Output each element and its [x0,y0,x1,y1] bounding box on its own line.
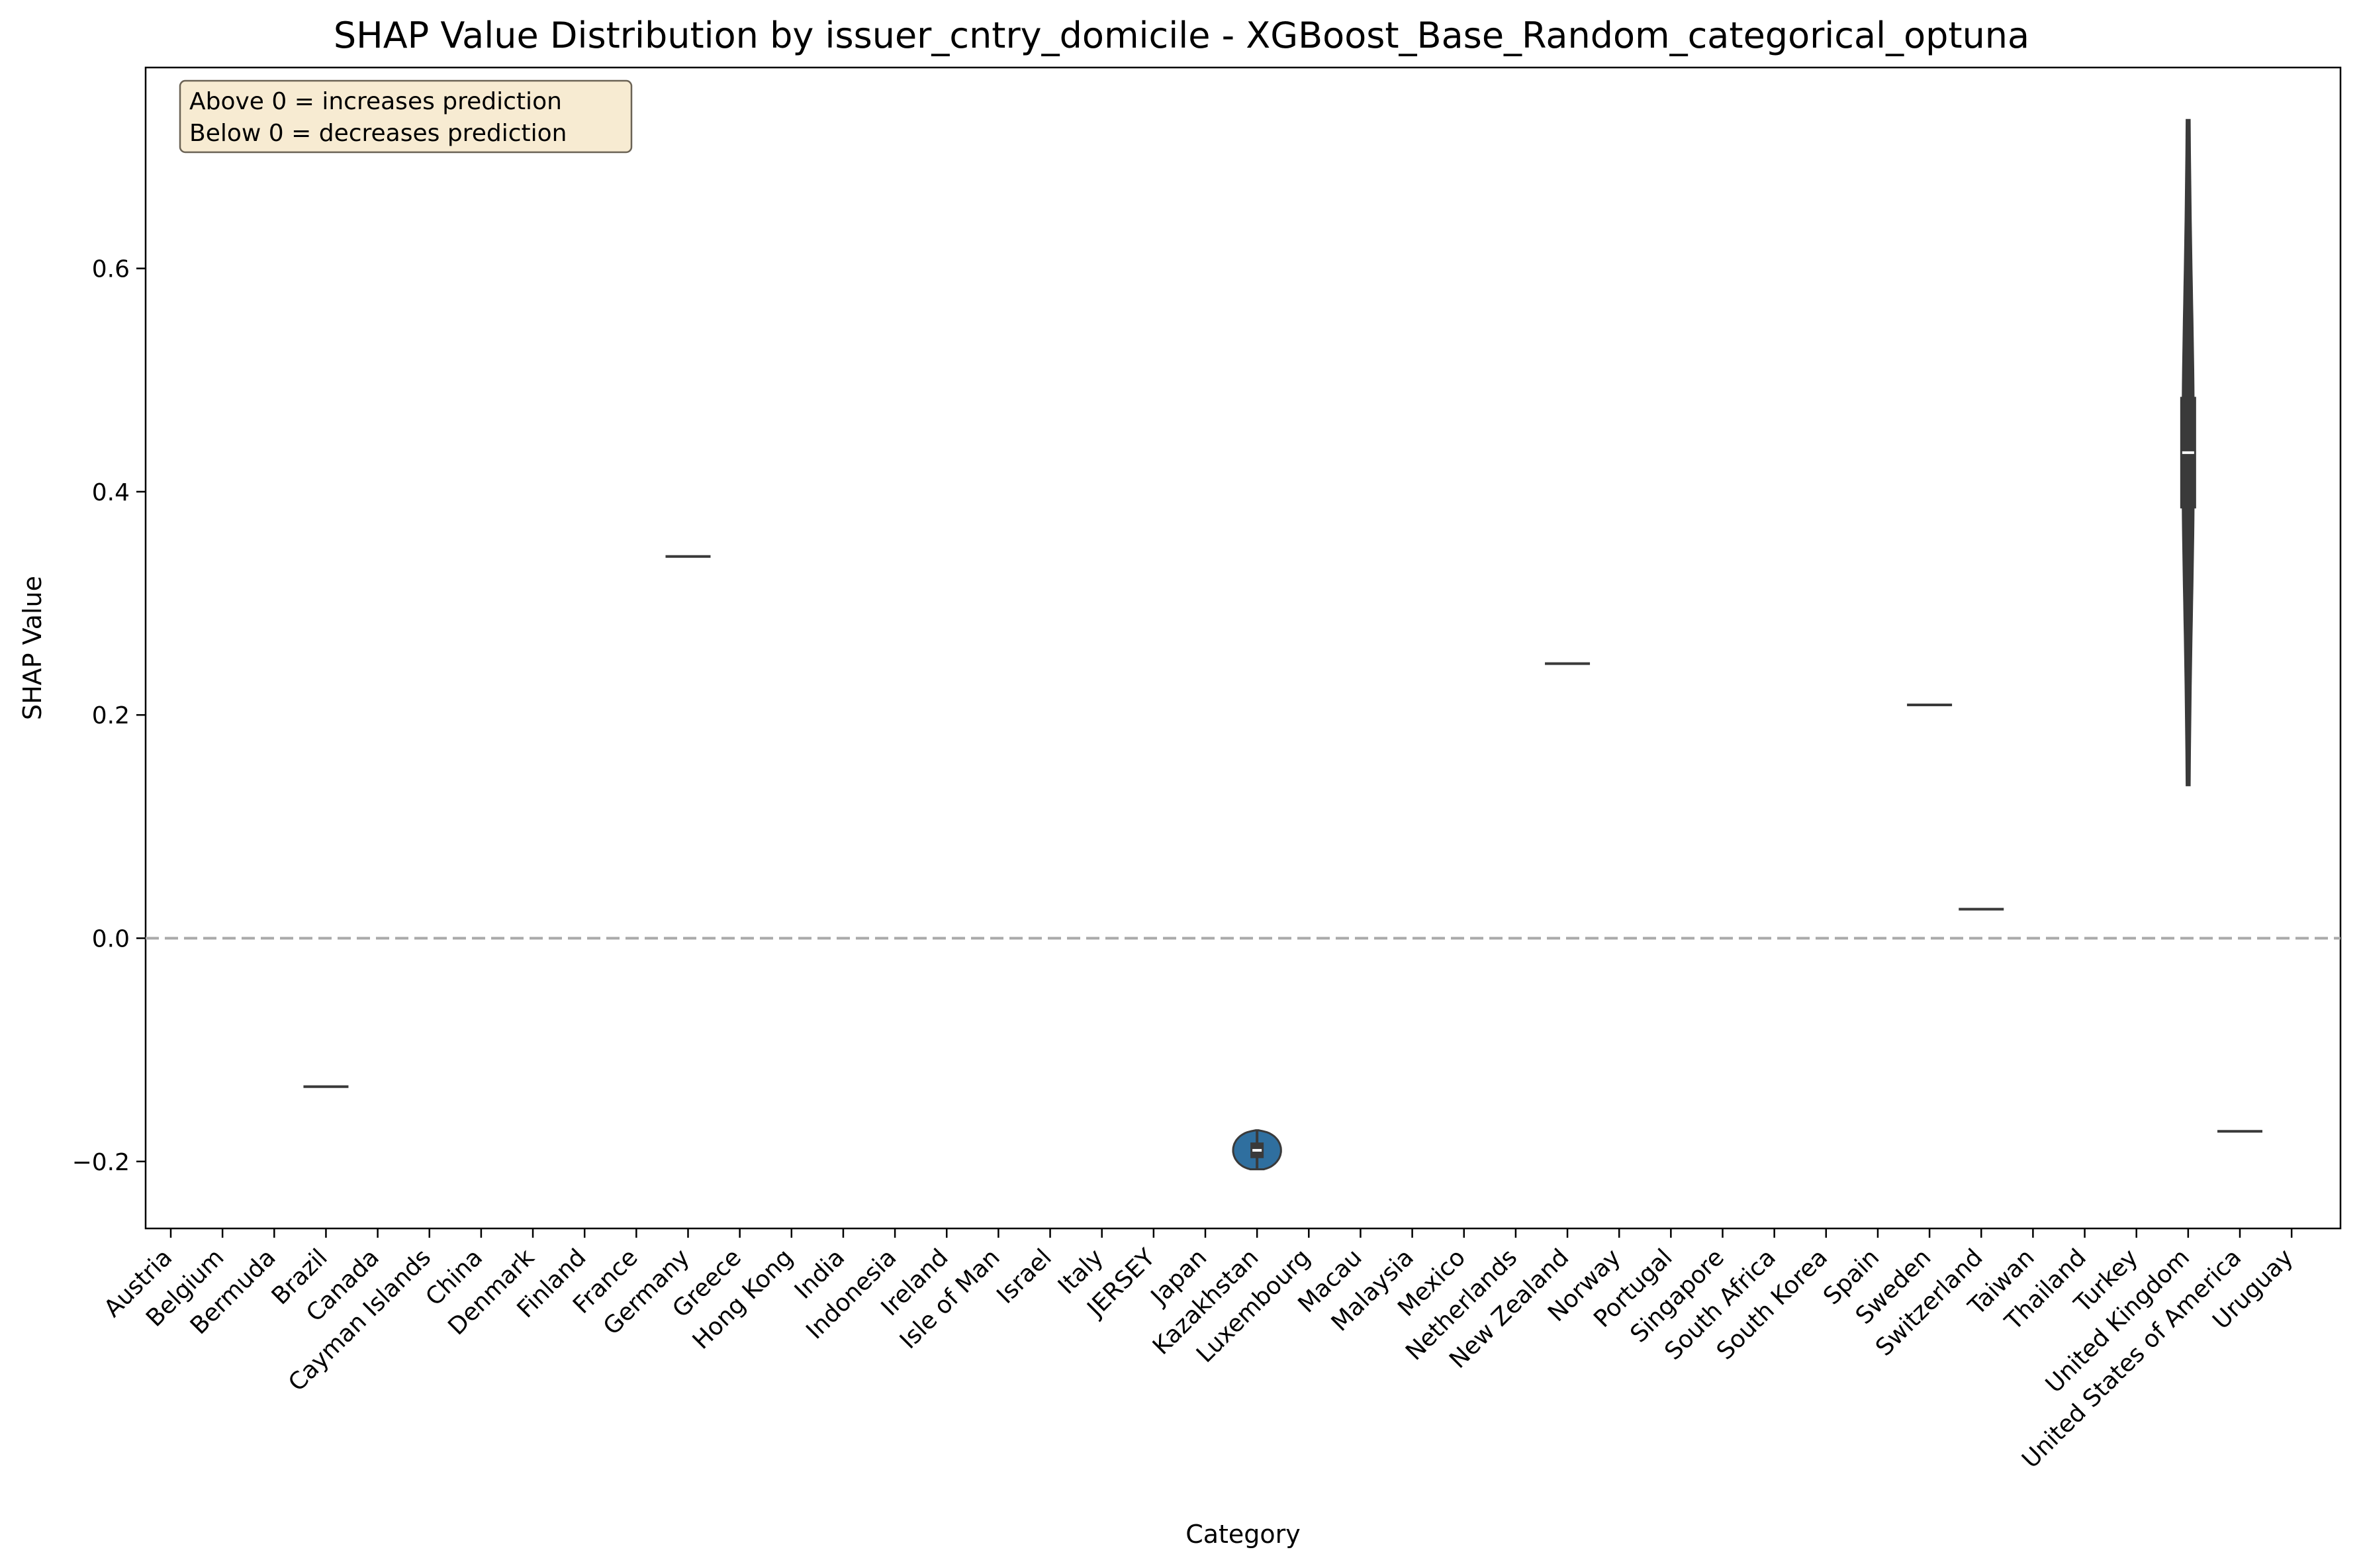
violin-kazakhstan [1232,1129,1282,1171]
annotation-background [179,79,633,154]
violin-united-kingdom [2180,118,2196,786]
y-tick-label: 0.0 [92,926,130,953]
y-tick-label: 0.4 [92,479,130,506]
x-axis-label: Category [1185,1520,1301,1549]
plot-frame [144,66,2342,1230]
y-tick-label: −0.2 [72,1149,130,1176]
violin-marks [303,118,2262,1171]
x-axis: AustriaBelgiumBermudaBrazilCanadaCayman … [99,1228,2299,1473]
y-tick-label: 0.6 [92,256,130,283]
y-axis: −0.2 0.0 0.2 0.4 0.6 [72,256,146,1176]
annotation-line-2: Below 0 = decreases prediction [189,120,567,147]
y-tick-label: 0.2 [92,702,130,729]
annotation-line-1: Above 0 = increases prediction [189,88,562,115]
x-tick-label: Israel [992,1244,1057,1309]
y-axis-label: SHAP Value [18,576,47,720]
chart-title: SHAP Value Distribution by issuer_cntry_… [334,15,2029,56]
annotation-box: Above 0 = increases prediction Below 0 =… [179,79,633,154]
